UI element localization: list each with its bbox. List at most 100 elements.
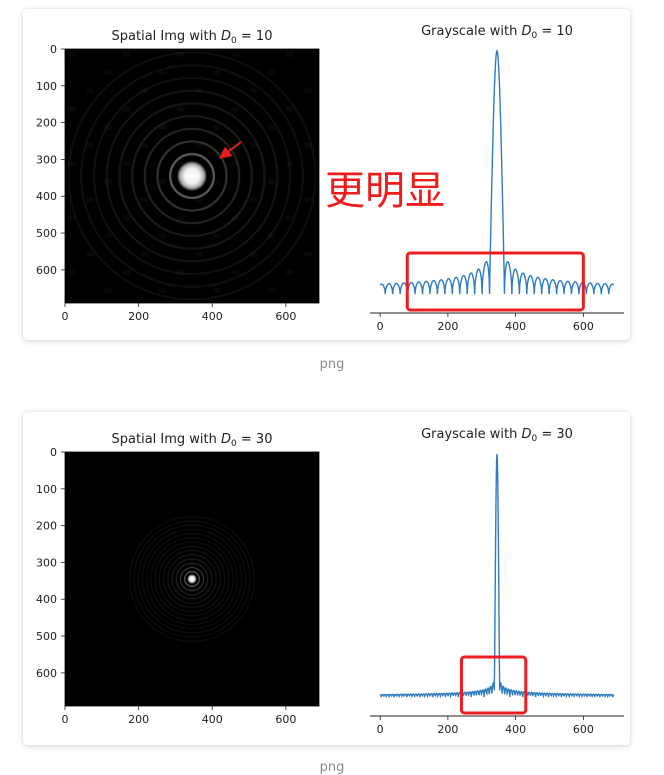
highlight-box bbox=[459, 655, 528, 715]
diffraction-ring bbox=[130, 114, 254, 238]
image-texture bbox=[249, 252, 257, 257]
image-texture bbox=[195, 143, 203, 148]
figure-caption-2: png bbox=[319, 760, 345, 775]
chart-title-subscript: 0 bbox=[532, 31, 538, 41]
diffraction-ring bbox=[162, 549, 222, 609]
chart-title: Spatial Img with D0 = 30 bbox=[112, 432, 273, 449]
diffraction-ring bbox=[141, 528, 243, 630]
image-texture bbox=[213, 70, 221, 75]
y-tick-label: 300 bbox=[36, 556, 57, 569]
diffraction-ring bbox=[118, 102, 266, 250]
chart-title: Spatial Img with D0 = 10 bbox=[112, 29, 273, 46]
diffraction-ring bbox=[175, 562, 209, 596]
grayscale-series-line bbox=[379, 453, 615, 699]
central-spot bbox=[186, 573, 198, 585]
diffraction-ring bbox=[167, 554, 217, 604]
image-texture bbox=[159, 179, 167, 184]
image-texture bbox=[268, 288, 276, 293]
diffraction-ring bbox=[169, 153, 215, 199]
image-texture bbox=[268, 233, 276, 238]
image-texture bbox=[86, 88, 94, 93]
image-texture bbox=[213, 125, 221, 130]
image-texture bbox=[213, 233, 221, 238]
x-tick-label: 200 bbox=[437, 723, 458, 736]
image-texture bbox=[286, 52, 294, 57]
image-texture bbox=[304, 88, 312, 93]
x-tick-label: 0 bbox=[377, 320, 384, 333]
image-texture bbox=[141, 88, 149, 93]
image-texture bbox=[177, 215, 185, 220]
image-texture bbox=[268, 125, 276, 130]
image-texture bbox=[213, 179, 221, 184]
image-texture bbox=[231, 215, 239, 220]
image-texture bbox=[68, 106, 76, 111]
diffraction-ring bbox=[154, 541, 230, 617]
image-texture bbox=[86, 197, 94, 202]
image-texture bbox=[104, 70, 112, 75]
spatial-image-d30: 0 200 400 600 0 100 200 300 400 500 600 Spatial Img… bbox=[36, 432, 320, 726]
image-texture bbox=[68, 270, 76, 275]
image-texture bbox=[231, 52, 239, 57]
image-texture bbox=[231, 106, 239, 111]
image-texture bbox=[195, 197, 203, 202]
image-texture bbox=[286, 215, 294, 220]
diffraction-ring bbox=[184, 571, 200, 587]
image-texture bbox=[68, 52, 76, 57]
image-texture bbox=[141, 197, 149, 202]
image-texture bbox=[249, 88, 257, 93]
y-tick-label: 300 bbox=[36, 153, 57, 166]
image-texture bbox=[122, 52, 130, 57]
image-texture bbox=[104, 179, 112, 184]
image-texture bbox=[122, 106, 130, 111]
x-tick-label: 400 bbox=[505, 320, 526, 333]
image-texture bbox=[249, 197, 257, 202]
y-tick-label: 200 bbox=[36, 117, 57, 130]
image-texture bbox=[286, 161, 294, 166]
image-texture bbox=[249, 143, 257, 148]
diffraction-ring bbox=[150, 537, 234, 621]
annotation-arrow bbox=[219, 141, 242, 159]
chart-title-suffix: = 30 bbox=[237, 432, 273, 447]
y-tick-label: 600 bbox=[36, 264, 57, 277]
image-texture bbox=[286, 106, 294, 111]
image-texture bbox=[177, 52, 185, 57]
image-texture bbox=[159, 233, 167, 238]
image-frame bbox=[64, 451, 320, 707]
diffraction-ring bbox=[92, 76, 292, 276]
diffraction-ring bbox=[143, 127, 241, 225]
chart-title-suffix: = 30 bbox=[537, 427, 573, 442]
chart-title-prefix: Spatial Img with bbox=[112, 29, 221, 44]
image-texture bbox=[104, 288, 112, 293]
chart-title-prefix: Grayscale with bbox=[421, 24, 521, 39]
image-texture bbox=[141, 252, 149, 257]
image-texture bbox=[104, 125, 112, 130]
diffraction-ring bbox=[133, 520, 251, 638]
diffraction-ring bbox=[129, 516, 255, 642]
y-tick-label: 500 bbox=[36, 630, 57, 643]
y-tick-label: 100 bbox=[36, 80, 57, 93]
y-tick-label: 200 bbox=[36, 520, 57, 533]
image-texture bbox=[304, 252, 312, 257]
image-texture bbox=[286, 270, 294, 275]
chart-title: Grayscale with D0 = 10 bbox=[421, 24, 573, 41]
image-texture bbox=[68, 215, 76, 220]
chart-title-suffix: = 10 bbox=[237, 29, 273, 44]
x-tick-label: 200 bbox=[128, 713, 149, 726]
diffraction-ring bbox=[80, 64, 304, 288]
image-texture bbox=[195, 88, 203, 93]
y-tick-label: 100 bbox=[36, 483, 57, 496]
x-tick-label: 600 bbox=[573, 723, 594, 736]
x-tick-label: 600 bbox=[275, 713, 296, 726]
y-tick-label: 600 bbox=[36, 667, 57, 680]
x-tick-label: 400 bbox=[202, 713, 223, 726]
x-tick-label: 400 bbox=[202, 310, 223, 323]
x-tick-label: 200 bbox=[128, 310, 149, 323]
image-texture bbox=[213, 288, 221, 293]
figure-caption-1: png bbox=[319, 357, 345, 372]
image-texture bbox=[122, 270, 130, 275]
image-texture bbox=[177, 270, 185, 275]
image-frame bbox=[64, 48, 320, 304]
